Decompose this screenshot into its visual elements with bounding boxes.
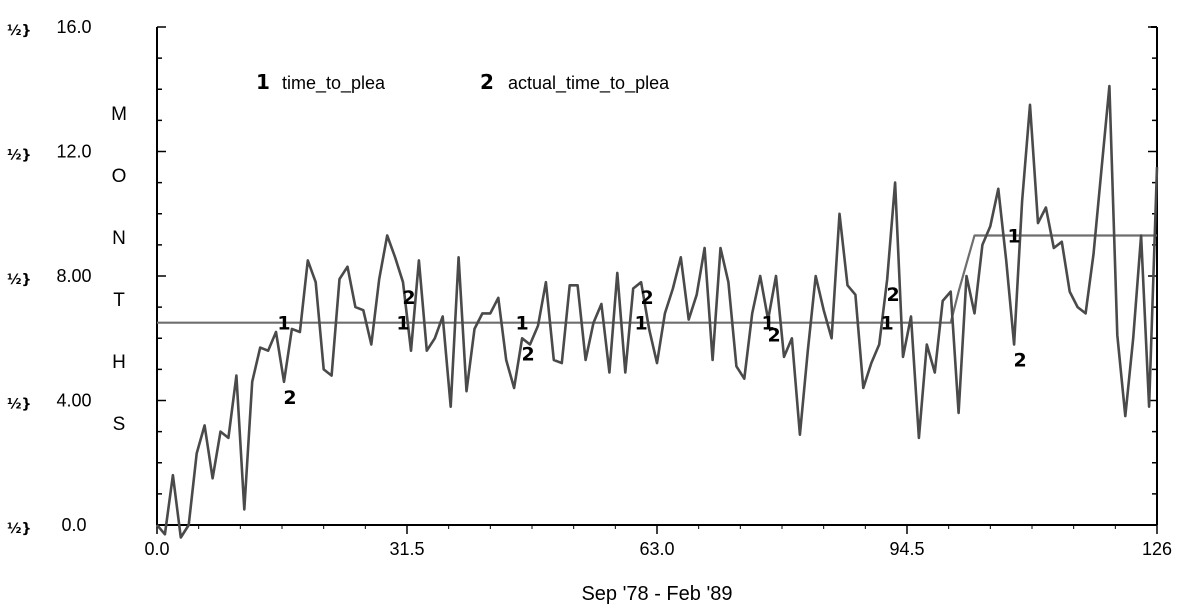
y-tick-label: 16.0: [56, 17, 91, 37]
series-marker-2: 2: [887, 284, 900, 306]
legend-label-time-to-plea: time_to_plea: [282, 73, 386, 94]
series-line-actual-time-to-plea: [156, 84, 1159, 539]
x-axis-title: Sep '78 - Feb '89: [581, 583, 732, 605]
legend-marker-2: 2: [480, 70, 494, 94]
series: [156, 84, 1159, 539]
y-tick-label: 4.00: [56, 391, 91, 411]
y-left-tick-labels: ½} 0.0 ½} 4.00 ½} 8.00 ½} 12.0 ½} 16.0: [7, 17, 92, 537]
legend-label-actual-time-to-plea: actual_time_to_plea: [508, 73, 670, 94]
y-tick-prefix: ½}: [7, 272, 31, 288]
series-marker-1: 1: [1008, 226, 1021, 248]
series-marker-2: 2: [283, 387, 296, 409]
series-marker-2: 2: [521, 343, 534, 365]
y-axis-title-letter: T: [113, 290, 125, 311]
series-marker-1: 1: [881, 313, 894, 335]
series-marker-2: 2: [1014, 349, 1027, 371]
y-tick-label: 8.00: [56, 266, 91, 286]
series-marker-1: 1: [396, 313, 409, 335]
y-tick-prefix: ½}: [7, 23, 31, 39]
y-axis-title-letter: N: [112, 228, 126, 249]
series-marker-1: 1: [635, 313, 648, 335]
x-tick-label: 63.0: [639, 539, 674, 559]
y-tick-prefix: ½}: [7, 397, 31, 413]
series-marker-2: 2: [402, 287, 415, 309]
legend: 1 time_to_plea 2 actual_time_to_plea: [256, 70, 670, 94]
series-marker-1: 1: [515, 313, 528, 335]
y-axis-title-letter: M: [111, 104, 127, 125]
x-tick-label: 126: [1142, 539, 1172, 559]
x-tick-label: 0.0: [144, 539, 169, 559]
y-tick-prefix: ½}: [7, 521, 31, 537]
x-tick-label: 31.5: [389, 539, 424, 559]
y-tick-label: 12.0: [56, 142, 91, 162]
y-tick-prefix: ½}: [7, 148, 31, 164]
series-marker-2: 2: [767, 325, 780, 347]
x-tick-labels: 0.0 31.5 63.0 94.5 126: [144, 539, 1172, 559]
axes: [156, 26, 1158, 534]
series-marker-2: 2: [641, 287, 654, 309]
x-tick-label: 94.5: [889, 539, 924, 559]
series-marker-1: 1: [761, 313, 774, 335]
y-axis-title-letter: S: [113, 414, 126, 435]
y-axis-title-letter: H: [112, 352, 126, 373]
legend-marker-1: 1: [256, 70, 270, 94]
series-marker-1: 1: [277, 313, 290, 335]
y-axis-title: M O N T H S: [111, 104, 127, 435]
y-tick-label: 0.0: [61, 515, 86, 535]
y-axis-title-letter: O: [112, 166, 127, 187]
series-line-time-to-plea: [157, 234, 1157, 324]
